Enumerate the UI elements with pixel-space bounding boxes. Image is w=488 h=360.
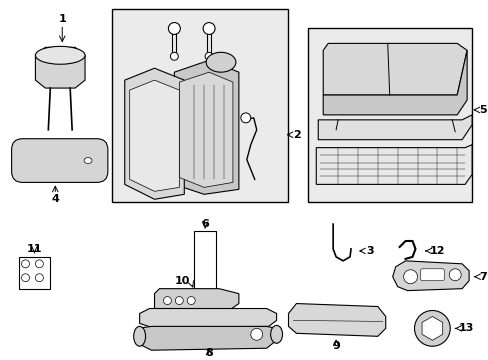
- Circle shape: [35, 274, 43, 282]
- FancyBboxPatch shape: [12, 139, 108, 183]
- Bar: [308, 28, 471, 202]
- Text: 2: 2: [293, 130, 301, 140]
- Bar: [19, 257, 50, 289]
- Polygon shape: [392, 261, 468, 291]
- Text: 3: 3: [365, 246, 373, 256]
- Polygon shape: [35, 48, 85, 88]
- Circle shape: [21, 274, 29, 282]
- Ellipse shape: [84, 158, 92, 163]
- Ellipse shape: [206, 52, 235, 72]
- Polygon shape: [316, 145, 471, 184]
- Circle shape: [170, 52, 178, 60]
- Ellipse shape: [270, 325, 282, 343]
- Text: 9: 9: [331, 341, 339, 351]
- Text: 4: 4: [51, 194, 59, 204]
- Bar: [194, 231, 216, 296]
- Polygon shape: [288, 303, 385, 336]
- Bar: [112, 9, 288, 202]
- Circle shape: [203, 23, 215, 35]
- Ellipse shape: [35, 46, 85, 64]
- Circle shape: [204, 52, 213, 60]
- Text: 12: 12: [428, 246, 444, 256]
- Polygon shape: [154, 289, 238, 314]
- Circle shape: [35, 260, 43, 268]
- Circle shape: [241, 113, 250, 123]
- Polygon shape: [179, 72, 232, 187]
- Ellipse shape: [133, 327, 145, 346]
- Text: 6: 6: [201, 219, 209, 229]
- Circle shape: [168, 23, 180, 35]
- Text: 10: 10: [174, 276, 190, 286]
- Circle shape: [250, 328, 262, 340]
- Circle shape: [175, 297, 183, 305]
- Text: 5: 5: [478, 105, 486, 115]
- Polygon shape: [174, 60, 238, 194]
- Text: 11: 11: [27, 244, 42, 254]
- Text: 13: 13: [458, 323, 473, 333]
- Polygon shape: [323, 44, 466, 95]
- Polygon shape: [129, 80, 179, 192]
- FancyBboxPatch shape: [420, 269, 444, 281]
- Polygon shape: [140, 309, 276, 328]
- Text: 8: 8: [205, 348, 213, 358]
- Polygon shape: [124, 68, 184, 199]
- Text: 7: 7: [478, 272, 486, 282]
- Polygon shape: [421, 316, 442, 340]
- Circle shape: [187, 297, 195, 305]
- Circle shape: [448, 269, 460, 281]
- Circle shape: [414, 310, 449, 346]
- Circle shape: [21, 260, 29, 268]
- Circle shape: [163, 297, 171, 305]
- Polygon shape: [137, 327, 276, 350]
- Text: 1: 1: [58, 14, 66, 23]
- Polygon shape: [318, 115, 471, 140]
- Circle shape: [403, 270, 417, 284]
- Polygon shape: [323, 50, 466, 115]
